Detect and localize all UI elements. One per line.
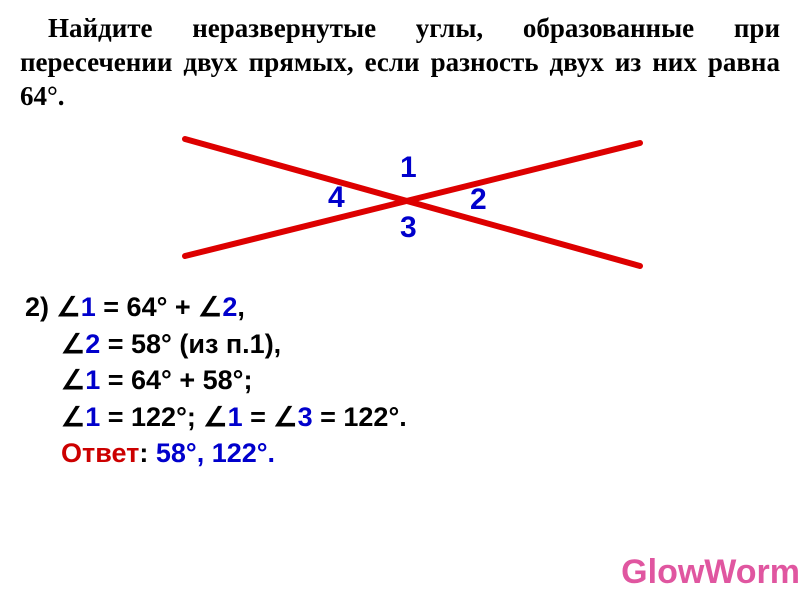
solution-line-3: ∠1 = 64° + 58°; <box>25 362 775 398</box>
angle-label-3: 3 <box>400 211 417 245</box>
diagram: 1 2 3 4 <box>0 121 800 281</box>
solution-line-2: ∠2 = 58° (из п.1), <box>25 326 775 362</box>
answer-line: Ответ: 58°, 122°. <box>25 435 775 471</box>
answer-label: Ответ <box>61 438 139 468</box>
watermark: GlowWorm <box>621 553 800 592</box>
step-num: 2) <box>25 292 49 322</box>
solution-line-4: ∠1 = 122°; ∠1 = ∠3 = 122°. <box>25 399 775 435</box>
angle-label-2: 2 <box>470 183 487 217</box>
lines-svg <box>0 121 800 281</box>
problem-statement: Найдите неразвернутые углы, образованные… <box>0 0 800 113</box>
problem-text: Найдите неразвернутые углы, образованные… <box>20 13 780 111</box>
solution-line-1: 2) ∠1 = 64° + ∠2, <box>25 289 775 325</box>
angle-label-4: 4 <box>328 181 345 215</box>
solution-block: 2) ∠1 = 64° + ∠2, ∠2 = 58° (из п.1), ∠1 … <box>0 281 800 471</box>
angle-label-1: 1 <box>400 151 417 185</box>
answer-values: 58°, 122°. <box>156 438 275 468</box>
